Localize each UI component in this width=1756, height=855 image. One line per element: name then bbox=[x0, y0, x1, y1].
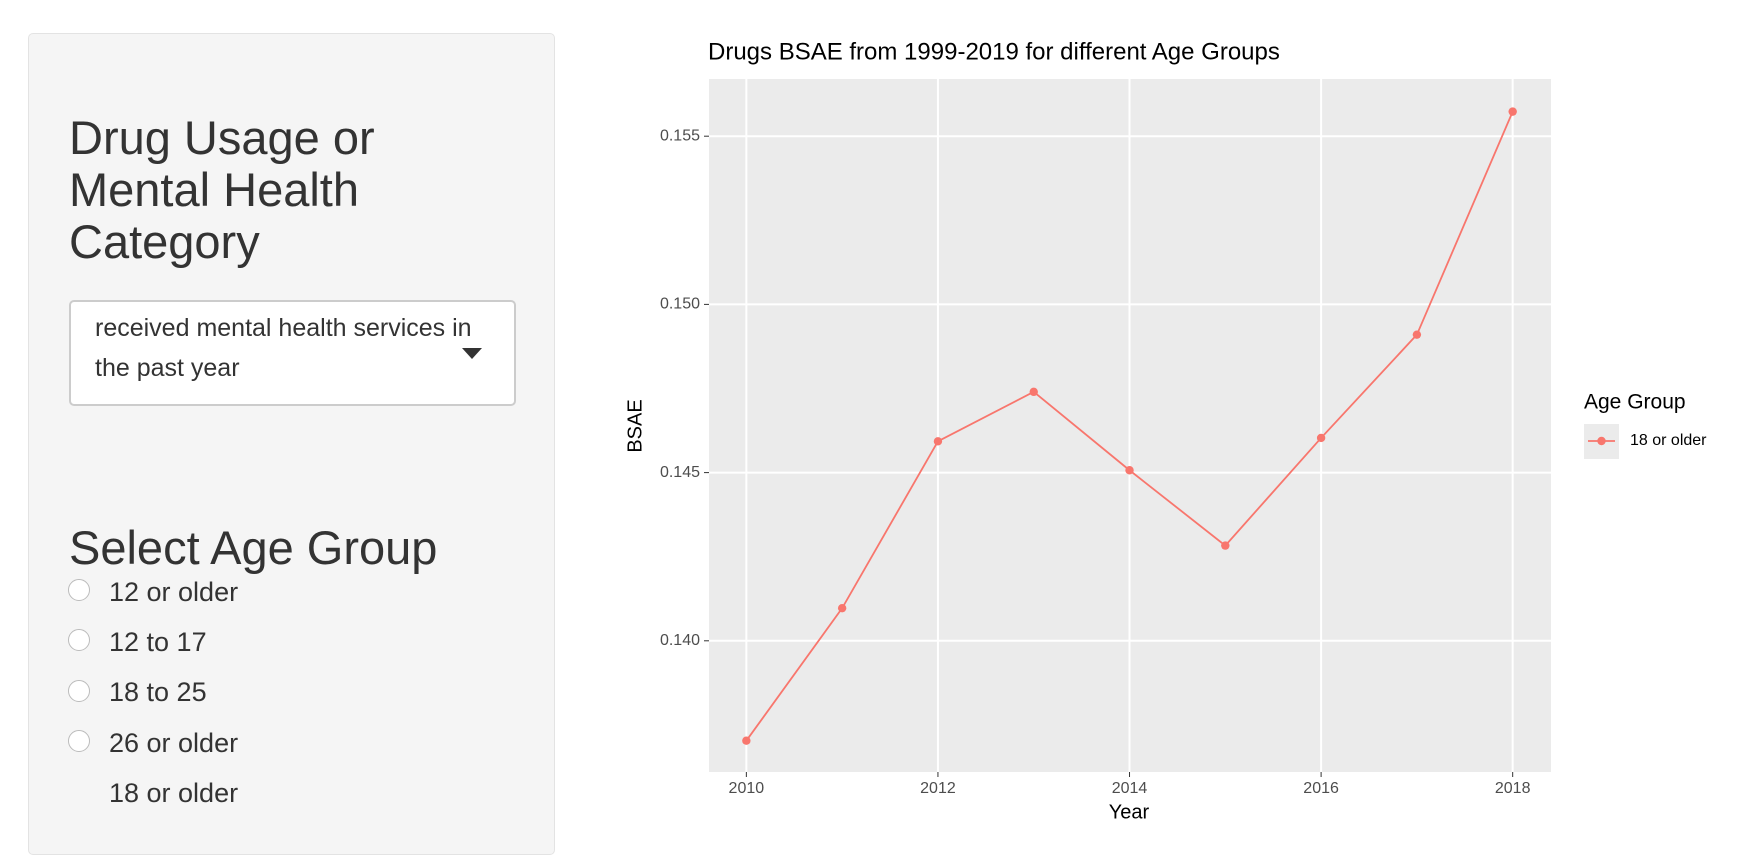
point bbox=[933, 437, 943, 446]
legend-title: Age Group bbox=[1584, 391, 1686, 414]
x-axis-title: Year bbox=[1109, 801, 1150, 823]
legend-label: 18 or older bbox=[1630, 432, 1707, 449]
age-option[interactable]: 26 or older bbox=[109, 728, 239, 758]
caret bbox=[462, 348, 482, 359]
y-tick-label: 0.145 bbox=[660, 464, 700, 481]
age-option[interactable]: 18 to 25 bbox=[109, 677, 207, 707]
page: Drug Usage or Mental Health Category rec… bbox=[28, 33, 1708, 855]
radio[interactable] bbox=[68, 680, 90, 702]
age-option[interactable]: 12 or older bbox=[109, 577, 239, 607]
point bbox=[1316, 433, 1326, 443]
y-tick-label: 0.140 bbox=[660, 632, 700, 649]
sidebar: Drug Usage or Mental Health Category rec… bbox=[28, 33, 555, 855]
point bbox=[742, 736, 751, 745]
category-heading: Drug Usage or Mental Health Category bbox=[69, 111, 375, 268]
x-tick-label: 2016 bbox=[1303, 780, 1339, 797]
point bbox=[1221, 541, 1230, 550]
selected-category: received mental health services in the p… bbox=[95, 314, 472, 382]
y-axis-title: BSAE bbox=[624, 399, 646, 452]
legend-point bbox=[1597, 436, 1606, 446]
x-tick-label: 2014 bbox=[1112, 780, 1148, 797]
x-tick-label: 2018 bbox=[1495, 780, 1531, 797]
radio[interactable] bbox=[68, 629, 90, 651]
y-tick-label: 0.155 bbox=[660, 127, 700, 144]
point bbox=[1508, 107, 1517, 116]
age-heading: Select Age Group bbox=[69, 521, 438, 574]
chart-title: Drugs BSAE from 1999-2019 for different … bbox=[708, 38, 1280, 65]
radio[interactable] bbox=[68, 579, 90, 601]
point bbox=[1412, 330, 1422, 339]
y-tick-label: 0.150 bbox=[660, 296, 700, 313]
point bbox=[837, 603, 847, 613]
x-tick-label: 2012 bbox=[920, 780, 956, 797]
age-option[interactable]: 18 or older bbox=[109, 778, 239, 808]
point bbox=[1125, 466, 1134, 475]
radio[interactable] bbox=[68, 730, 90, 752]
chart: Drugs BSAE from 1999-2019 for different … bbox=[624, 38, 1707, 823]
point bbox=[1029, 387, 1038, 397]
age-option[interactable]: 12 to 17 bbox=[109, 627, 207, 657]
x-tick-label: 2010 bbox=[729, 780, 765, 797]
category-select[interactable]: received mental health services in the p… bbox=[69, 300, 516, 406]
